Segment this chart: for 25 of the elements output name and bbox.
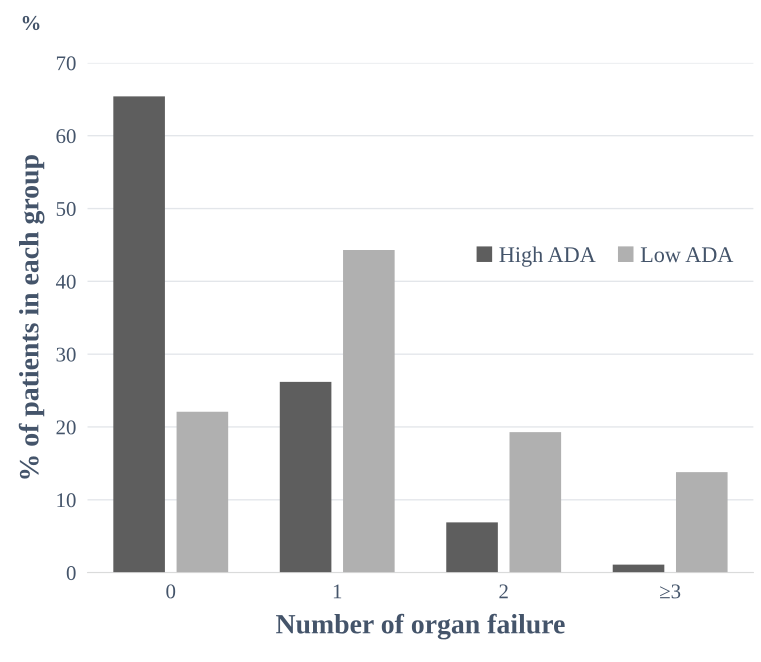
y-tick-label: 40 <box>56 274 76 289</box>
x-tick-label: 1 <box>334 584 342 598</box>
y-tick-label: 70 <box>56 56 76 70</box>
bar <box>510 432 562 573</box>
bar <box>446 522 498 573</box>
y-tick-label: 20 <box>56 420 76 434</box>
bar <box>676 472 728 573</box>
y-tick-label: 0 <box>66 566 76 580</box>
bar <box>280 382 332 573</box>
y-tick-label: 60 <box>56 129 76 144</box>
x-tick-label: ≥3 <box>660 584 680 598</box>
y-tick-label: 50 <box>56 202 76 216</box>
x-tick-label: 2 <box>499 584 508 598</box>
y-axis-title: % of patients in each group <box>18 155 44 479</box>
bar <box>612 564 664 573</box>
legend-label: Low ADA <box>640 247 734 262</box>
y-tick-label: 30 <box>56 348 76 362</box>
y-tick-label: 10 <box>57 493 76 508</box>
text: % <box>22 16 40 30</box>
bar <box>343 250 395 573</box>
legend-label: High ADA <box>499 246 596 267</box>
bar <box>176 412 228 573</box>
bar <box>113 96 165 573</box>
x-tick-label: 0 <box>166 584 176 598</box>
x-axis-title: Number of organ failure <box>276 614 565 640</box>
